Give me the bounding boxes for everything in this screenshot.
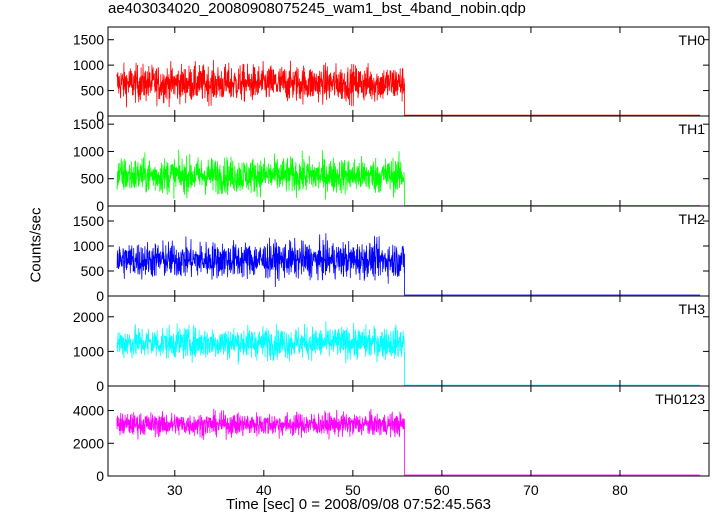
- series-line-th0123: [116, 408, 701, 476]
- y-tick-label: 2000: [73, 435, 104, 451]
- panel-label: TH1: [679, 121, 706, 137]
- y-tick-label: 4000: [73, 403, 104, 419]
- panel-th0: 0 500 1000 1500 TH0: [73, 26, 710, 124]
- y-tick-label: 1500: [73, 213, 104, 229]
- y-tick-label: 1000: [73, 238, 104, 254]
- x-tick-label: 70: [523, 482, 539, 498]
- x-tick-label: 40: [256, 482, 272, 498]
- x-tick-label: 30: [167, 482, 183, 498]
- y-tick-label: 2000: [73, 309, 104, 325]
- panel-label: TH0123: [655, 391, 705, 407]
- y-tick-label: 0: [96, 288, 104, 304]
- series-line-th3: [116, 321, 701, 386]
- x-tick-label: 60: [434, 482, 450, 498]
- y-tick-label: 0: [96, 378, 104, 394]
- panel-label: TH0: [679, 32, 706, 48]
- panel-label: TH2: [679, 211, 706, 227]
- y-tick-label: 500: [81, 171, 105, 187]
- panel-frame: [107, 385, 710, 477]
- panel-th0123: 0 2000 4000 TH0123: [73, 385, 710, 484]
- y-tick-label: 500: [81, 263, 105, 279]
- y-tick-label: 1500: [73, 32, 104, 48]
- y-tick-label: 0: [96, 468, 104, 484]
- y-tick-label: 1000: [73, 143, 104, 159]
- y-tick-label: 0: [96, 108, 104, 124]
- chart-title: ae403034020_20080908075245_wam1_bst_4ban…: [108, 0, 526, 17]
- panel-th1: 0 500 1000 1500 TH1: [73, 115, 710, 214]
- panel-th3: 0 1000 2000 TH3: [73, 295, 710, 394]
- y-tick-label: 1000: [73, 343, 104, 359]
- panel-frame: [107, 26, 710, 117]
- x-tick-label: 50: [345, 482, 361, 498]
- y-tick-label: 500: [81, 83, 105, 99]
- x-tick-label: 80: [612, 482, 628, 498]
- x-axis-label: Time [sec] 0 = 2008/09/08 07:52:45.563: [225, 496, 492, 513]
- y-tick-label: 1000: [73, 57, 104, 73]
- series-line-th1: [116, 149, 701, 206]
- series-line-th2: [116, 233, 701, 296]
- panel-th2: 0 500 1000 1500 TH2: [73, 205, 710, 304]
- panel-label: TH3: [679, 301, 706, 317]
- y-tick-label: 0: [96, 198, 104, 214]
- y-tick-label: 1500: [73, 116, 104, 132]
- series-line-th0: [116, 59, 701, 116]
- panel-frame: [107, 205, 710, 297]
